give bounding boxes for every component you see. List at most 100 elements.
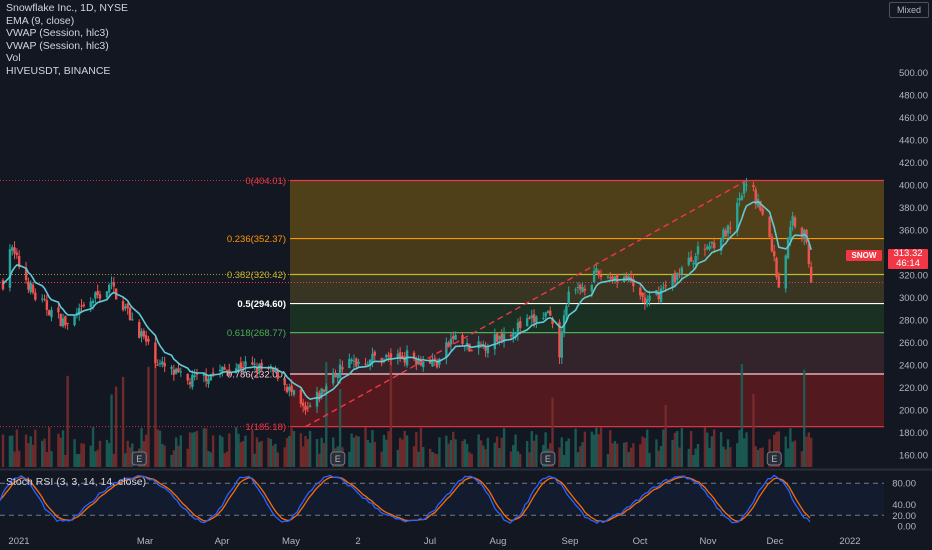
vwap-legend[interactable]: VWAP (Session, hlc3): [6, 27, 109, 40]
volume-bar: [445, 435, 448, 467]
time-tick: Dec: [767, 536, 784, 547]
candle-body: [73, 316, 76, 326]
time-tick: Mar: [137, 536, 153, 547]
candle-body: [66, 322, 69, 324]
volume-bar: [452, 431, 455, 467]
candle-body: [334, 375, 337, 377]
candle-body: [525, 318, 529, 326]
bar-countdown: 46:14: [896, 258, 920, 269]
candle-body: [121, 301, 125, 310]
candle-body: [124, 306, 127, 309]
candle-body: [692, 263, 695, 265]
candle-body: [24, 268, 28, 281]
volume-bar: [807, 432, 811, 467]
candle-body: [158, 363, 162, 365]
time-tick: 2021: [8, 536, 29, 547]
fib-zone: [290, 374, 884, 427]
volume-bar: [209, 452, 213, 467]
fib-level-label: 0.5(294.60): [237, 299, 286, 310]
volume-bar: [403, 430, 406, 467]
time-tick: Sep: [562, 536, 579, 547]
compare-symbol-legend[interactable]: HIVEUSDT, BINANCE: [6, 64, 111, 77]
candle-body: [45, 300, 49, 310]
candle-body: [680, 267, 684, 275]
volume-bar: [689, 430, 693, 467]
time-tick: Apr: [215, 536, 230, 547]
volume-bar: [352, 437, 356, 467]
volume-bar: [706, 432, 709, 467]
stoch-tick: 80.00: [892, 479, 916, 490]
candle-body: [611, 276, 614, 280]
candle-body: [687, 257, 690, 266]
volume-bar: [158, 430, 162, 467]
price-tick: 480.00: [899, 91, 928, 102]
candle-body: [546, 311, 550, 314]
volume-bar: [632, 443, 635, 467]
volume-bar: [202, 428, 206, 467]
volume-bar: [225, 451, 229, 467]
volume-bar: [258, 442, 261, 467]
volume-bar: [154, 347, 157, 467]
volume-bar: [433, 453, 436, 467]
candle-body: [673, 272, 677, 283]
volume-bar: [64, 454, 67, 467]
price-tick: 160.00: [899, 451, 928, 462]
earnings-icon: [131, 451, 147, 466]
fib-level-label: 0.382(320.42): [227, 270, 286, 281]
candle-body: [639, 287, 642, 296]
volume-bar: [387, 431, 390, 467]
candle-body: [468, 343, 471, 352]
last-price-tag: 313.32 46:14: [888, 249, 928, 269]
volume-bar: [516, 451, 520, 467]
candle-body: [357, 361, 360, 364]
stoch-rsi-legend[interactable]: Stoch RSI (3, 3, 14, 14, close): [6, 476, 147, 488]
volume-bar: [244, 435, 247, 467]
scale-mode-button[interactable]: Mixed: [889, 2, 929, 18]
volume-bar: [629, 447, 633, 467]
volume-bar: [805, 436, 808, 467]
volume-bar: [170, 454, 173, 467]
volume-bar: [66, 375, 69, 467]
volume-bar: [428, 448, 432, 467]
candle-body: [325, 386, 328, 392]
earnings-letter: E: [545, 454, 551, 464]
volume-bar: [581, 442, 584, 467]
volume-bar: [108, 442, 111, 467]
volume-bar: [318, 453, 321, 467]
volume-bar: [253, 453, 256, 467]
price-tick: 260.00: [899, 338, 928, 349]
volume-bar: [680, 428, 684, 467]
candle-body: [641, 292, 644, 298]
price-tick: 500.00: [899, 68, 928, 79]
candle-body: [800, 227, 804, 238]
volume-bar: [94, 451, 97, 467]
candle-body: [389, 353, 393, 359]
symbol-title[interactable]: Snowflake Inc., 1D, NYSE: [6, 2, 128, 14]
candle-body: [535, 316, 538, 323]
volume-bar: [509, 451, 513, 467]
candle-body: [331, 372, 335, 384]
candle-body: [643, 297, 647, 303]
volume-bar: [251, 431, 254, 467]
volume-bar: [729, 447, 732, 467]
volume-bar: [590, 431, 593, 467]
candle-body: [368, 359, 372, 366]
volume-bar: [350, 433, 353, 467]
candle-body: [775, 258, 778, 278]
volume-bar: [271, 445, 275, 467]
candle-body: [82, 304, 86, 307]
ema-legend[interactable]: EMA (9, close): [6, 14, 75, 27]
volume-bar: [752, 394, 755, 467]
vwap-legend-2[interactable]: VWAP (Session, hlc3): [6, 39, 109, 52]
volume-bar: [784, 436, 787, 467]
candle-body: [140, 331, 143, 337]
candle-body: [195, 373, 199, 375]
volume-bar: [673, 432, 677, 467]
volume-bar: [599, 427, 603, 467]
fib-zone: [290, 180, 884, 239]
volume-bar: [241, 441, 245, 467]
volume-legend[interactable]: Vol: [6, 52, 21, 65]
volume-bar: [692, 454, 695, 467]
